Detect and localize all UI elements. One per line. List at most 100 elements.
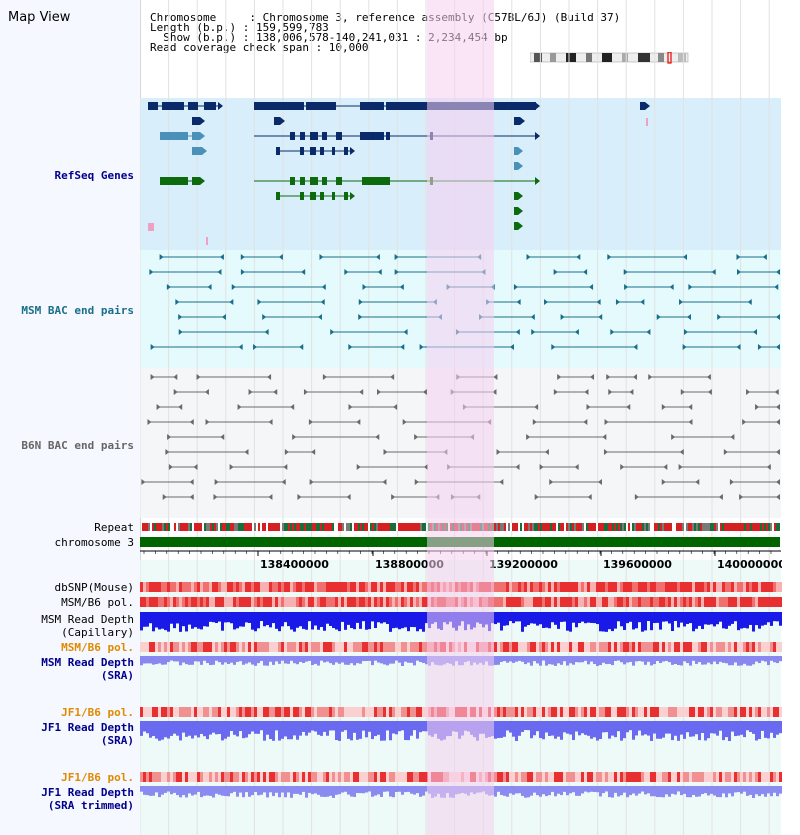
msm-b6-pol-sra-bin — [350, 642, 353, 652]
msm-bac-end-marker — [679, 299, 684, 305]
jf1-depth-trimmed-bin — [728, 786, 731, 794]
msm-depth-capillary-bin — [380, 612, 383, 624]
jf1-b6-pol-bin — [269, 707, 272, 717]
msm-depth-sra-bin — [350, 656, 353, 664]
msm-depth-capillary-bin — [614, 612, 617, 629]
msm-b6-pol-sra-bin — [638, 642, 641, 652]
msm-depth-capillary-bin — [743, 612, 746, 628]
b6n-bac-end-marker — [393, 404, 398, 410]
repeat-element — [192, 523, 194, 531]
msm-b6-pol-bin — [311, 597, 314, 607]
msm-bac-end-marker — [633, 344, 638, 350]
jf1-depth-sra-bin — [563, 721, 566, 733]
dbsnp-bin — [698, 582, 701, 592]
msm-depth-sra-bin — [383, 656, 386, 665]
repeat-element — [370, 523, 372, 531]
msm-b6-pol-sra-bin — [659, 642, 662, 652]
refseq-gene-exon — [300, 132, 305, 140]
jf1-b6-pol-trimmed-bin — [266, 772, 269, 782]
jf1-b6-pol-bin — [260, 707, 263, 717]
dbsnp-bin — [362, 582, 365, 592]
repeat-element — [394, 523, 396, 531]
dbsnp-bin — [671, 582, 674, 592]
msm-b6-pol-bin — [761, 597, 764, 607]
jf1-depth-sra-bin — [527, 721, 530, 731]
jf1-b6-pol-bin — [608, 707, 611, 717]
msm-bac-end-marker — [757, 344, 762, 350]
dbsnp-bin — [746, 582, 749, 592]
refseq-genes-label[interactable]: RefSeq Genes — [54, 169, 134, 182]
dbsnp-bin — [344, 582, 347, 592]
msm-depth-capillary-bin — [149, 612, 152, 624]
jf1-b6-pol-bin — [527, 707, 530, 717]
jf1-depth-sra-bin — [344, 721, 347, 731]
repeat-element — [354, 523, 356, 531]
chromosome-ideogram[interactable] — [530, 52, 690, 64]
msm-b6-pol-bin — [200, 597, 203, 607]
msm-b6-pol-bin — [623, 597, 626, 607]
msm-depth-sra-bin — [623, 656, 626, 665]
msm-bac-end-pairs-label[interactable]: MSM BAC end pairs — [21, 304, 134, 317]
msm-depth-capillary-bin — [422, 612, 425, 632]
msm-b6-pol-sra-bin — [569, 642, 572, 652]
jf1-depth-sra-bin — [170, 721, 173, 736]
jf1-b6-pol-trimmed-bin — [389, 772, 392, 782]
msm-b6-pol-bin — [230, 597, 233, 607]
dbsnp-bin — [356, 582, 359, 592]
msm-depth-sra-bin — [689, 656, 692, 666]
msm-b6-pol-sra-bin — [671, 642, 674, 652]
genome-tracks-canvas[interactable]: 138400000 138800000 139200000 139600000 1400… — [140, 0, 782, 835]
jf1-b6-pol-bin — [359, 707, 362, 717]
refseq-gene-exon — [336, 177, 342, 185]
jf1-depth-sra-bin — [248, 721, 251, 735]
repeat-element — [702, 523, 704, 531]
jf1-b6-pol-bin — [659, 707, 662, 717]
msm-b6-pol-bin — [605, 597, 608, 607]
msm-depth-sra-bin — [668, 656, 671, 663]
msm-depth-capillary-bin — [758, 612, 761, 629]
msm-b6-pol-sra-bin — [389, 642, 392, 652]
msm-depth-capillary-bin — [161, 612, 164, 629]
jf1-b6-pol-trimmed-label: JF1/B6 pol. — [61, 771, 134, 784]
jf1-depth-sra-bin — [158, 721, 161, 741]
msm-b6-pol-bin — [584, 597, 587, 607]
msm-bac-end-marker — [530, 314, 535, 320]
jf1-depth-trimmed-bin — [335, 786, 338, 795]
jf1-b6-pol-trimmed-bin — [146, 772, 149, 782]
jf1-depth-sra-bin — [620, 721, 623, 741]
repeat-element — [568, 523, 570, 531]
jf1-b6-pol-trimmed-bin — [725, 772, 728, 782]
repeat-element — [610, 523, 612, 531]
jf1-depth-sra-bin — [752, 721, 755, 734]
b6n-bac-end-marker — [141, 479, 146, 485]
msm-b6-pol-sra-bin — [422, 642, 425, 652]
jf1-b6-pol-trimmed-bin — [308, 772, 311, 782]
repeat-element — [714, 523, 716, 531]
jf1-b6-pol-bin — [695, 707, 698, 717]
repeat-element — [554, 523, 556, 531]
msm-b6-pol-sra-bin — [674, 642, 677, 652]
refseq-gene-exon — [514, 147, 518, 155]
msm-bac-end-marker — [348, 344, 353, 350]
b6n-bac-end-pairs-label[interactable]: B6N BAC end pairs — [21, 439, 134, 452]
repeat-element — [658, 523, 660, 531]
msm-depth-capillary-bin — [218, 612, 221, 622]
msm-b6-pol-bin — [764, 597, 767, 607]
dbsnp-bin — [395, 582, 398, 592]
msm-b6-pol-bin — [545, 597, 548, 607]
msm-depth-sra-bin — [356, 656, 359, 664]
msm-b6-pol-bin — [506, 597, 509, 607]
msm-b6-pol-bin — [389, 597, 392, 607]
jf1-depth-sra-bin — [329, 721, 332, 731]
msm-bac-end-marker — [264, 329, 269, 335]
repeat-element — [304, 523, 306, 531]
b6n-bac-end-marker — [678, 464, 683, 470]
dbsnp-bin — [731, 582, 734, 592]
msm-b6-pol-bin — [314, 597, 317, 607]
jf1-b6-pol-bin — [350, 707, 353, 717]
jf1-depth-trimmed-bin — [176, 786, 179, 796]
jf1-depth-sra-bin — [494, 721, 497, 739]
msm-b6-pol-sra-bin — [536, 642, 539, 652]
msm-depth-capillary-bin — [173, 612, 176, 629]
msm-b6-pol-sra-bin — [521, 642, 524, 652]
